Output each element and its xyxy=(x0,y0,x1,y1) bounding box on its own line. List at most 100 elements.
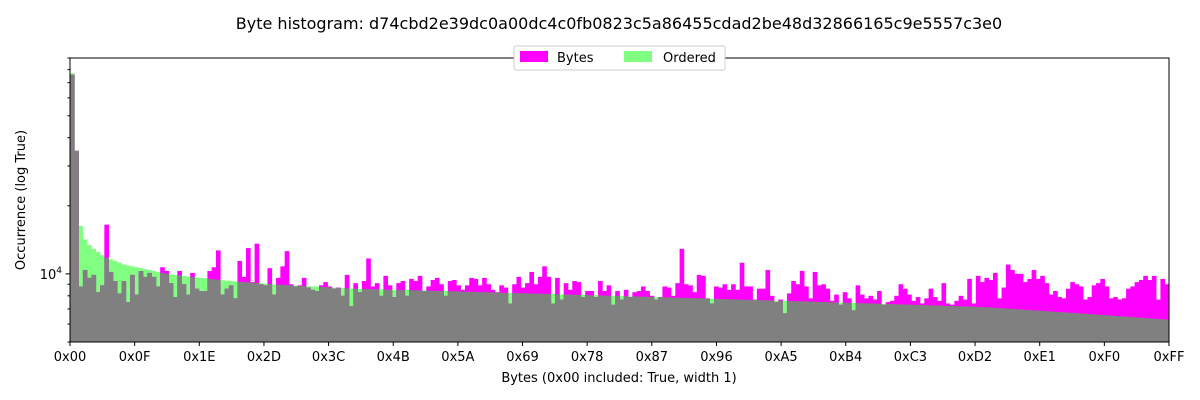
overlap-bar xyxy=(443,295,449,342)
overlap-bar xyxy=(387,289,393,342)
overlap-bar xyxy=(915,304,921,342)
overlap-bar xyxy=(267,284,273,342)
overlap-bar xyxy=(357,292,363,342)
bytes-bar xyxy=(1130,286,1135,342)
overlap-bar xyxy=(580,297,586,342)
overlap-bar xyxy=(130,274,135,342)
overlap-bar xyxy=(1061,312,1067,342)
bytes-bar xyxy=(1014,273,1020,342)
overlap-bar xyxy=(228,285,234,342)
overlap-bar xyxy=(439,291,444,342)
overlap-bar xyxy=(1126,316,1131,342)
overlap-bar xyxy=(70,74,75,343)
overlap-bar xyxy=(744,299,749,342)
overlap-bar xyxy=(1100,315,1105,342)
overlap-bar xyxy=(975,306,981,342)
overlap-bar xyxy=(1044,311,1050,342)
overlap-bar xyxy=(413,290,419,342)
overlap-bar xyxy=(224,288,230,342)
overlap-bar xyxy=(164,273,170,342)
overlap-bar xyxy=(786,300,792,342)
overlap-bar xyxy=(323,287,328,342)
x-tick-label: 0x1E xyxy=(183,350,215,365)
overlap-bar xyxy=(980,306,985,342)
x-tick-label: 0xA5 xyxy=(765,350,798,365)
overlap-bar xyxy=(121,281,127,342)
overlap-bar xyxy=(168,283,174,342)
overlap-bar xyxy=(477,292,483,342)
overlap-bar xyxy=(619,299,625,342)
overlap-bar xyxy=(932,305,938,342)
overlap-bar xyxy=(816,301,822,342)
bytes-bar xyxy=(1138,279,1144,342)
overlap-bar xyxy=(280,284,285,342)
x-axis-label: Bytes (0x00 included: True, width 1) xyxy=(501,371,736,386)
bytes-bar xyxy=(1164,284,1170,342)
overlap-bar xyxy=(271,294,277,342)
overlap-bar xyxy=(718,298,723,342)
bytes-bar xyxy=(992,272,998,342)
overlap-bar xyxy=(185,294,191,342)
overlap-bar xyxy=(645,296,650,342)
overlap-bar xyxy=(1104,315,1110,342)
overlap-bar xyxy=(464,291,470,342)
overlap-bar xyxy=(331,288,337,342)
x-tick-label: 0xC3 xyxy=(894,350,927,365)
overlap-bar xyxy=(1078,313,1084,342)
overlap-bar xyxy=(125,302,131,342)
overlap-bar xyxy=(297,285,303,342)
overlap-bar xyxy=(1040,310,1045,342)
overlap-bar xyxy=(533,293,539,342)
overlap-bar xyxy=(748,299,753,342)
overlap-bar xyxy=(1018,309,1024,342)
x-tick-label: 0x78 xyxy=(571,350,604,365)
x-tick-label: 0xFF xyxy=(1154,350,1185,365)
overlap-bar xyxy=(422,291,427,342)
overlap-bar xyxy=(576,294,582,342)
overlap-bar xyxy=(941,305,947,342)
overlap-bar xyxy=(430,290,436,342)
overlap-bar xyxy=(662,297,668,342)
overlap-bar xyxy=(525,293,530,342)
overlap-bar xyxy=(486,292,492,342)
overlap-bar xyxy=(984,307,990,342)
overlap-bar xyxy=(615,295,620,342)
overlap-bar xyxy=(237,281,243,342)
overlap-bar xyxy=(765,300,771,342)
overlap-bar xyxy=(254,283,260,342)
overlap-bar xyxy=(1151,318,1157,342)
overlap-bar xyxy=(537,293,543,342)
overlap-bar xyxy=(276,284,281,342)
overlap-bar xyxy=(340,295,346,342)
overlap-bar xyxy=(640,296,646,342)
overlap-bar xyxy=(173,297,178,342)
x-tick-label: 0x0F xyxy=(119,350,151,365)
overlap-bar xyxy=(344,288,350,342)
overlap-bar xyxy=(1160,319,1166,342)
overlap-bar xyxy=(628,297,633,342)
bytes-bar xyxy=(1104,286,1110,342)
overlap-bar xyxy=(799,301,805,342)
overlap-bar xyxy=(847,302,852,342)
overlap-bar xyxy=(774,302,779,342)
overlap-bar xyxy=(567,294,573,342)
overlap-bar xyxy=(1014,309,1020,342)
overlap-bar xyxy=(1087,314,1093,342)
overlap-bar xyxy=(894,304,899,342)
overlap-bar xyxy=(692,298,698,342)
overlap-bar xyxy=(190,276,195,342)
legend-label-bytes: Bytes xyxy=(557,51,594,66)
overlap-bar xyxy=(610,304,616,342)
overlap-bar xyxy=(731,299,736,342)
overlap-bar xyxy=(675,297,680,342)
y-axis-label: Occurrence (log True) xyxy=(14,130,29,270)
overlap-bar xyxy=(1121,316,1127,342)
overlap-bar xyxy=(701,298,706,342)
bytes-bar xyxy=(1147,279,1153,342)
overlap-bar xyxy=(258,284,264,342)
overlap-bar xyxy=(95,292,101,342)
overlap-bar xyxy=(473,291,479,342)
bytes-bar xyxy=(1035,278,1041,342)
x-tick-label: 0xE1 xyxy=(1023,350,1055,365)
overlap-bar xyxy=(791,301,796,342)
